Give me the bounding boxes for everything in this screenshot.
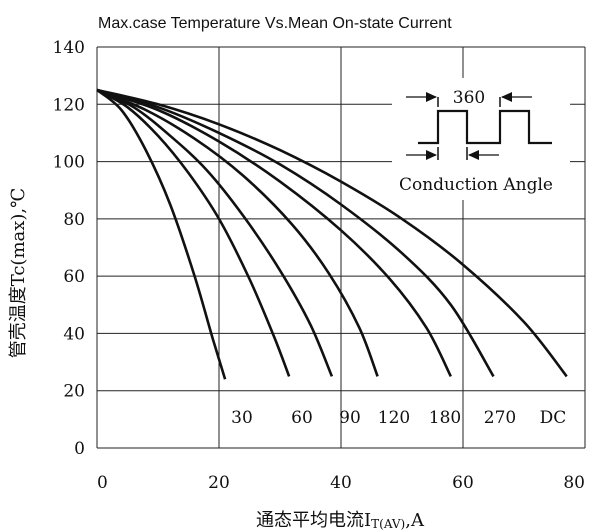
series-line-90 [96,88,334,377]
y-tick-label: 80 [63,210,85,230]
series-line-30 [96,88,227,380]
series-line-dc [96,88,568,378]
x-tick-label: 40 [330,473,352,493]
curve-label: 180 [429,408,461,428]
period-arrowhead-right [501,92,512,102]
y-tick-label: 140 [53,38,85,58]
chart-title: Max.case Temperature Vs.Mean On-state Cu… [98,15,452,32]
x-tick-label: 0 [97,473,108,493]
x-axis-label-subscript: T(AV) [371,517,405,531]
x-tick-label: 60 [452,473,474,493]
series-line-120 [96,88,379,377]
x-tick-label: 80 [563,473,585,493]
curve-labels: 30 60 90 120 180 270 DC [231,408,566,428]
y-tick-labels: 0 20 40 60 80 100 120 140 [53,38,85,459]
series-line-270 [96,88,495,378]
y-tick-label: 100 [53,153,85,173]
curve-label: 60 [291,408,313,428]
curve-label: 270 [484,408,516,428]
period-arrowhead-left [426,92,437,102]
x-tick-label: 20 [208,473,230,493]
curve-label: 90 [339,408,361,428]
conduction-waveform [418,109,552,145]
series-curves [96,88,568,380]
y-axis-label: 管壳温度Tc(max),℃ [8,188,29,359]
curve-label: DC [540,408,567,428]
x-axis-label: 通态平均电流IT(AV),A [256,510,425,531]
curve-label: 120 [378,408,410,428]
conduction-angle-caption: Conduction Angle [399,175,553,195]
y-tick-label: 120 [53,95,85,115]
x-axis-label-unit: ,A [405,510,425,531]
period-label: 360 [453,88,485,108]
conduction-arrowhead-left [426,150,437,160]
x-tick-labels: 0 20 40 60 80 [97,473,585,493]
y-tick-label: 20 [63,382,85,402]
series-line-180 [96,88,452,377]
conduction-angle-diagram [406,92,552,160]
conduction-arrowhead-right [468,150,479,160]
x-axis-label-main: 通态平均电流I [256,510,371,531]
y-tick-label: 40 [63,324,85,344]
inset-background [392,78,570,200]
y-tick-label: 0 [74,439,85,459]
y-tick-label: 60 [63,267,85,287]
curve-label: 30 [231,408,253,428]
series-line-60 [96,88,291,377]
